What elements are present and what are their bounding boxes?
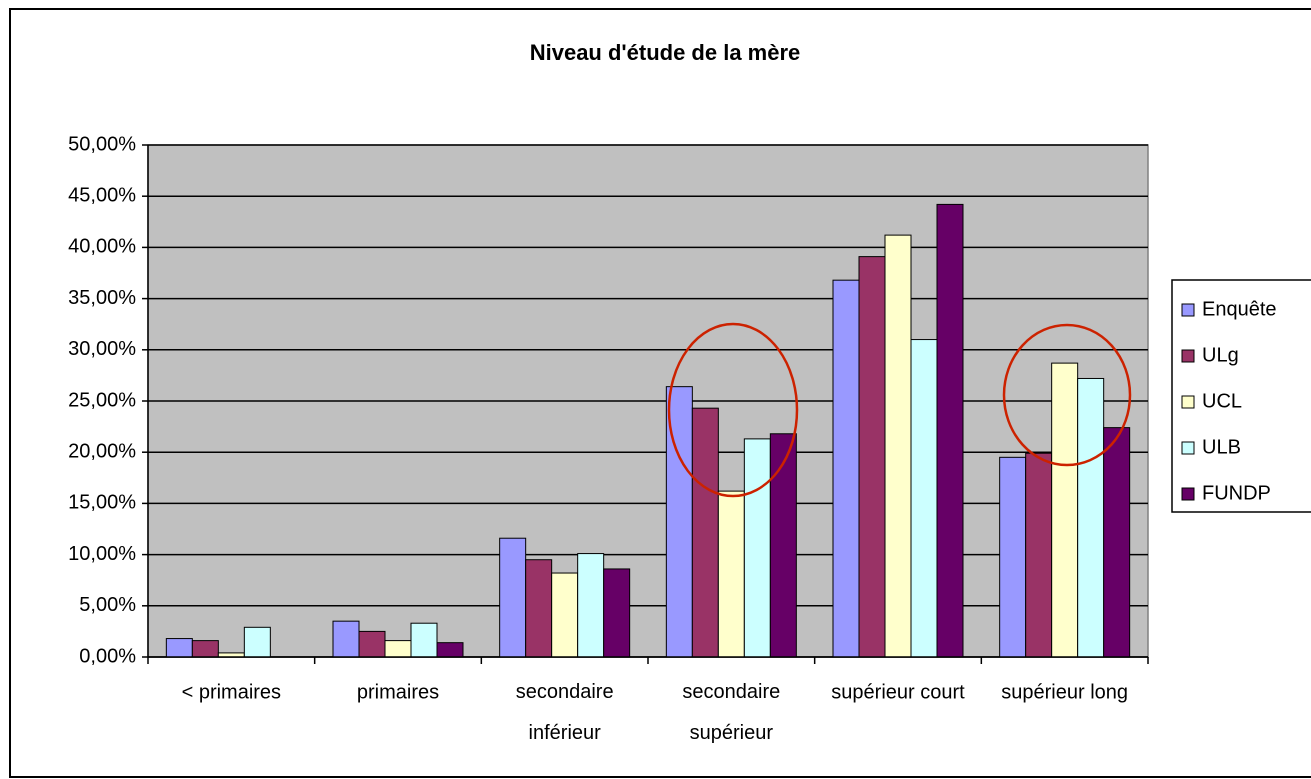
bar (743, 438, 771, 658)
bar (691, 407, 719, 658)
bar (436, 642, 464, 658)
bar (769, 433, 797, 658)
legend-swatch (1181, 395, 1195, 409)
annotation-circle (667, 322, 799, 498)
bar (410, 622, 438, 658)
x-tick-label: supérieur long (1001, 681, 1128, 703)
y-tick-label: 40,00% (68, 236, 136, 258)
bar (165, 638, 193, 658)
bar (551, 572, 579, 658)
y-tick-label: 20,00% (68, 440, 136, 462)
legend-label: ULB (1202, 436, 1241, 458)
bar (1077, 377, 1105, 658)
x-tick-label: < primaires (182, 681, 281, 703)
legend-label: FUNDP (1202, 482, 1271, 504)
y-tick-label: 15,00% (68, 492, 136, 514)
y-tick-label: 5,00% (79, 594, 136, 616)
legend-swatch (1181, 441, 1195, 455)
bar (1103, 427, 1131, 658)
bar (358, 630, 386, 658)
bar (910, 339, 938, 658)
x-tick-label: secondaire supérieur (682, 681, 780, 744)
annotation-circle (1002, 323, 1132, 467)
legend-label: ULg (1202, 344, 1239, 366)
legend-swatch (1181, 303, 1195, 317)
bar (936, 203, 964, 658)
y-tick-label: 35,00% (68, 287, 136, 309)
legend-label: UCL (1202, 390, 1242, 412)
y-tick-label: 45,00% (68, 184, 136, 206)
bar (1025, 452, 1053, 658)
marks (148, 144, 1148, 658)
legend-box (1171, 279, 1311, 513)
x-tick-label: primaires (357, 681, 439, 703)
bar (717, 490, 745, 658)
y-tick-label: 10,00% (68, 543, 136, 565)
x-tick-label: secondaire inférieur (516, 681, 614, 744)
bar (603, 568, 631, 658)
bar (191, 640, 219, 658)
bar (525, 559, 553, 658)
legend-swatch (1181, 487, 1195, 501)
y-tick-label: 30,00% (68, 338, 136, 360)
bar (384, 640, 412, 658)
chart-title: Niveau d'étude de la mère (530, 40, 801, 65)
bar (858, 256, 886, 658)
legend-label: Enquête (1202, 298, 1277, 320)
bar (1051, 362, 1079, 658)
bar (999, 456, 1027, 658)
bar (332, 620, 360, 658)
y-tick-label: 0,00% (79, 645, 136, 667)
y-tick-label: 50,00% (68, 133, 136, 155)
bar (832, 279, 860, 658)
bar (577, 553, 605, 658)
bar (499, 537, 527, 658)
bar (243, 626, 271, 658)
legend-swatch (1181, 349, 1195, 363)
bar (884, 234, 912, 658)
x-tick-label: supérieur court (831, 681, 965, 703)
y-tick-label: 25,00% (68, 389, 136, 411)
